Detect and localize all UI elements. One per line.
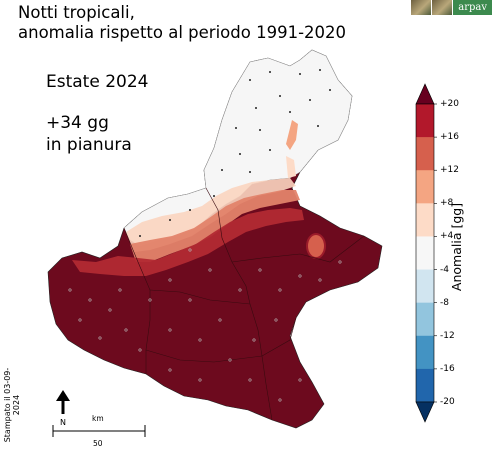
colorbar-tick-label: -20 [440,397,455,407]
colorbar-tick-label: -8 [440,297,449,308]
season-label: Estate 2024 [46,72,149,92]
colorbar-tick-label: +8 [440,198,454,209]
map-title: Notti tropicali, anomalia rispetto al pe… [18,3,346,43]
colorbar-label: Anomalia [gg] [449,202,464,292]
scale-bar: km 50 [52,414,146,448]
colorbar [415,83,437,423]
anomaly-area: in pianura [46,135,132,155]
title-line-1: Notti tropicali, [18,3,135,22]
anomaly-spot [306,233,326,259]
province-borders [123,187,365,421]
valley-patch [286,120,298,150]
colorbar-tick-label: +4 [440,231,454,242]
arpav-logo: arpav [453,0,492,15]
colorbar-segment [416,302,434,337]
region-map [47,49,383,429]
logo-image-2 [432,0,453,15]
scale-value: 50 [93,439,103,448]
scale-unit: km [92,414,104,423]
colorbar-segment [416,236,434,271]
colorbar-segment [416,368,434,403]
anomaly-value: +34 gg [46,113,109,133]
colorbar-segment [416,137,434,171]
logo-group: arpav [411,0,492,15]
colorbar-tick-label: +20 [440,99,459,109]
north-label: N [60,418,66,427]
transition-band-dark [72,208,304,276]
logo-image-1 [411,0,432,15]
station-dots-plain [68,248,342,402]
colorbar-tick-label: -12 [440,330,455,341]
colorbar-tick-label: +12 [440,165,459,176]
colorbar-segment [416,335,434,370]
colorbar-segment [416,170,434,204]
valley-patch-2 [286,156,296,178]
colorbar-segment [416,104,434,138]
title-line-2: anomalia rispetto al periodo 1991-2020 [18,23,347,42]
colorbar-tick-label: -4 [440,264,449,275]
colorbar-segment [416,269,434,304]
colorbar-tick-label: -16 [440,363,455,374]
anomaly-summary: +34 gg in pianura [46,112,132,156]
colorbar-tick-label: +16 [440,132,459,143]
colorbar-extend-top [415,83,435,105]
colorbar-extend-bottom [415,401,435,423]
transition-band-mid [130,190,300,262]
colorbar-segment [416,203,434,237]
station-dots-mountain [139,69,331,237]
print-stamp: Stampato il 03-09-2024 [3,367,21,443]
north-arrow: N [56,390,70,427]
